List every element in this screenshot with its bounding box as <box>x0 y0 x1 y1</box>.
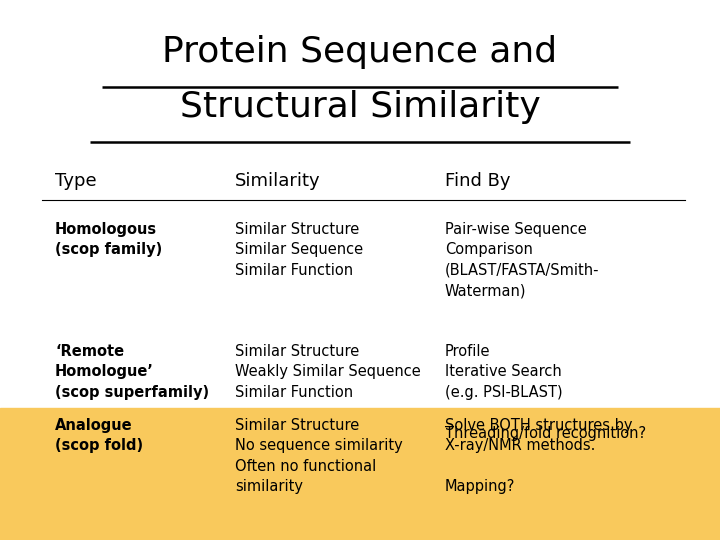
Text: ‘Remote
Homologue’
(scop superfamily): ‘Remote Homologue’ (scop superfamily) <box>55 344 209 400</box>
Text: Similar Structure
No sequence similarity
Often no functional
similarity: Similar Structure No sequence similarity… <box>235 418 402 494</box>
Text: Find By: Find By <box>445 172 510 190</box>
Text: Type: Type <box>55 172 96 190</box>
Text: Similar Structure
Weakly Similar Sequence
Similar Function: Similar Structure Weakly Similar Sequenc… <box>235 344 420 400</box>
Text: Similarity: Similarity <box>235 172 320 190</box>
Text: Protein Sequence and: Protein Sequence and <box>163 35 557 69</box>
Text: Pair-wise Sequence
Comparison
(BLAST/FASTA/Smith-
Waterman): Pair-wise Sequence Comparison (BLAST/FAS… <box>445 222 600 298</box>
Text: Similar Structure
Similar Sequence
Similar Function: Similar Structure Similar Sequence Simil… <box>235 222 363 278</box>
Text: Solve BOTH structures by
X-ray/NMR methods.

Mapping?: Solve BOTH structures by X-ray/NMR metho… <box>445 418 632 494</box>
Bar <box>0 408 720 540</box>
Text: Structural Similarity: Structural Similarity <box>179 90 541 124</box>
Text: Analogue
(scop fold): Analogue (scop fold) <box>55 418 143 454</box>
Text: Homologous
(scop family): Homologous (scop family) <box>55 222 162 258</box>
Text: Profile
Iterative Search
(e.g. PSI-BLAST)

Threading/fold recognition?: Profile Iterative Search (e.g. PSI-BLAST… <box>445 344 646 441</box>
